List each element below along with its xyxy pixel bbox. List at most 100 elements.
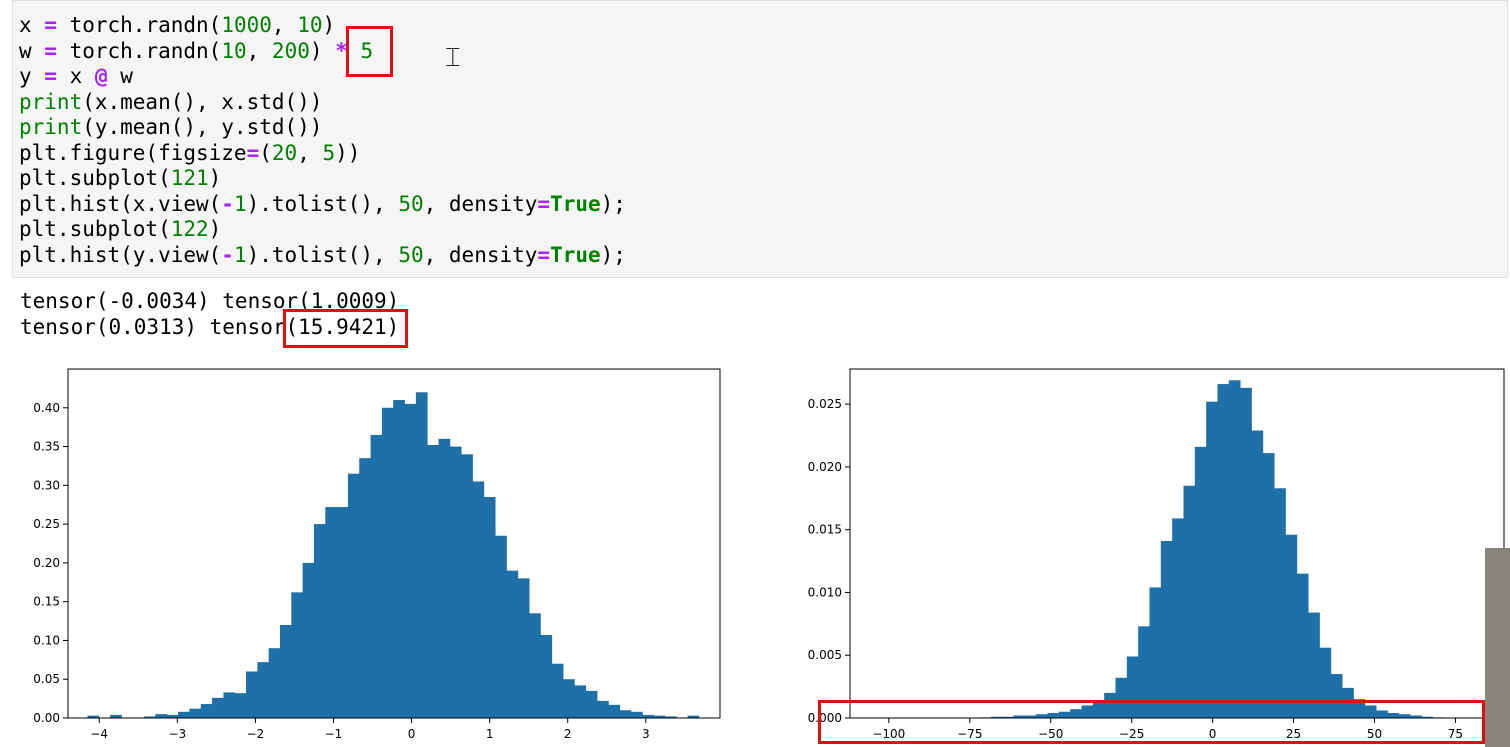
histogram-bar: [1410, 715, 1422, 718]
histogram-bar: [1251, 430, 1264, 718]
y-tick-label: 0.00: [33, 711, 60, 725]
plot-frame: [849, 368, 1505, 719]
histogram-y: −100 −75 −50 −25 0 25 50 75 0.000 0.005 0.010 0.015…: [808, 368, 1505, 741]
histogram-bar: [110, 714, 122, 718]
x-tick-label: −1: [325, 727, 343, 741]
code-line: x = torch.randn(1000, 10): [19, 13, 336, 37]
histogram-bar: [664, 716, 677, 718]
histogram-bar: [1319, 647, 1332, 718]
x-tick-label: 2: [564, 727, 572, 741]
histogram-bar: [393, 400, 405, 718]
histogram-bar: [461, 454, 473, 718]
code-line: plt.subplot(121): [19, 166, 222, 190]
y-tick-label: 0.25: [33, 517, 60, 531]
histogram-bar: [495, 535, 507, 718]
histogram-bar: [291, 592, 304, 718]
histogram-bar: [449, 446, 462, 718]
output-line: tensor(0.0313) tensor(15.9421): [20, 314, 400, 339]
histogram-bar: [268, 648, 281, 718]
highlight-box-std: [283, 309, 408, 348]
histogram-bar: [1047, 712, 1060, 718]
histogram-bar: [144, 716, 156, 718]
y-tick-label: 0.025: [808, 397, 842, 411]
histogram-bar: [483, 496, 496, 718]
histogram-bar: [619, 710, 632, 718]
histogram-bar: [1149, 587, 1162, 718]
histogram-bar: [302, 562, 315, 718]
y-tick-label: 0.010: [808, 585, 842, 599]
histogram-bar: [415, 392, 428, 718]
y-tick-label: 0.10: [33, 633, 60, 647]
histogram-bar: [1058, 711, 1071, 718]
histogram-bar: [1013, 715, 1026, 718]
histogram-bar: [178, 711, 190, 718]
y-tick-label: 0.35: [33, 440, 60, 454]
x-tick-label: −4: [90, 727, 108, 741]
histogram-bar: [563, 679, 575, 718]
histogram-bar: [472, 481, 485, 718]
histogram-bar: [166, 714, 179, 718]
histogram-bar: [1092, 700, 1105, 718]
side-strip: [1485, 548, 1510, 747]
histogram-bar: [1115, 677, 1128, 718]
histogram-bar: [1126, 656, 1139, 718]
highlight-box-multiplier: [346, 26, 393, 77]
plot-frame: [67, 368, 721, 719]
histogram-bar: [200, 704, 213, 718]
histogram-bar: [506, 570, 519, 718]
histogram-bar: [1285, 534, 1298, 718]
y-tick-label: 0.15: [33, 595, 60, 609]
histogram-bar: [1364, 705, 1377, 718]
x-tick-label: −100: [872, 727, 905, 741]
histogram-bar: [325, 507, 338, 718]
x-tick-label: −25: [1119, 727, 1144, 741]
highlight-box-xaxis: [818, 700, 1485, 744]
histogram-bar: [1183, 485, 1196, 718]
histogram-bar: [1172, 518, 1184, 718]
histogram-bar: [1206, 401, 1218, 718]
histogram-bar: [1194, 446, 1207, 718]
code-line: plt.hist(x.view(-1).tolist(), 50, densit…: [19, 191, 626, 216]
ibeam-cursor-icon: ⌶: [445, 43, 461, 73]
histogram-bar: [313, 524, 326, 718]
y-tick-label: 0.005: [808, 648, 842, 662]
histogram-bar: [1274, 488, 1286, 718]
x-tick-label: −75: [957, 727, 982, 741]
code-line: print(x.mean(), x.std()): [19, 89, 323, 114]
histogram-bar: [990, 716, 1003, 718]
histogram-bar: [1240, 387, 1252, 718]
histogram-bar: [1104, 692, 1116, 718]
histogram-bar: [1036, 714, 1048, 718]
code-line: plt.figure(figsize=(20, 5)): [19, 140, 361, 165]
histogram-bar: [1262, 453, 1275, 718]
histogram-bar: [189, 708, 202, 718]
y-tick-label: 0.015: [808, 523, 842, 537]
y-tick-label: 0.20: [33, 556, 60, 570]
histogram-bar: [585, 690, 598, 718]
histogram-bar: [630, 711, 643, 718]
code-line: y = x @ w: [19, 64, 133, 88]
charts-area: −4 −3 −2 −1 0 1 2 3 0.00 0.05 0.10 0.15 0.20 0.25 0.30…: [0, 340, 1510, 747]
histogram-bar: [223, 692, 236, 718]
histogram-bar: [1002, 716, 1014, 718]
histogram-bar: [381, 407, 394, 718]
histogram-bar: [642, 714, 655, 718]
histogram-bar: [257, 662, 270, 718]
x-tick-label: −2: [247, 727, 265, 741]
y-tick-label: 0.40: [33, 401, 60, 415]
histogram-bar: [1421, 716, 1434, 718]
histogram-bar: [608, 704, 621, 718]
code-cell[interactable]: x = torch.randn(1000, 10) w = torch.randn…: [12, 0, 1508, 278]
histogram-bar: [1376, 710, 1388, 718]
histogram-bar: [1296, 573, 1309, 718]
x-tick-label: 0: [1209, 727, 1217, 741]
histogram-x: −4 −3 −2 −1 0 1 2 3 0.00 0.05 0.10 0.15 0.20 0.25 0.30…: [33, 368, 721, 741]
x-tick-label: 3: [642, 727, 650, 741]
histogram-bar: [212, 697, 224, 718]
histogram-bar: [1228, 380, 1241, 718]
histogram-bar: [1330, 674, 1343, 718]
histogram-bar: [1398, 714, 1411, 718]
histogram-bar: [155, 714, 168, 718]
code-editor[interactable]: x = torch.randn(1000, 10) w = torch.randn…: [19, 13, 626, 268]
histogram-bar: [1070, 709, 1082, 718]
